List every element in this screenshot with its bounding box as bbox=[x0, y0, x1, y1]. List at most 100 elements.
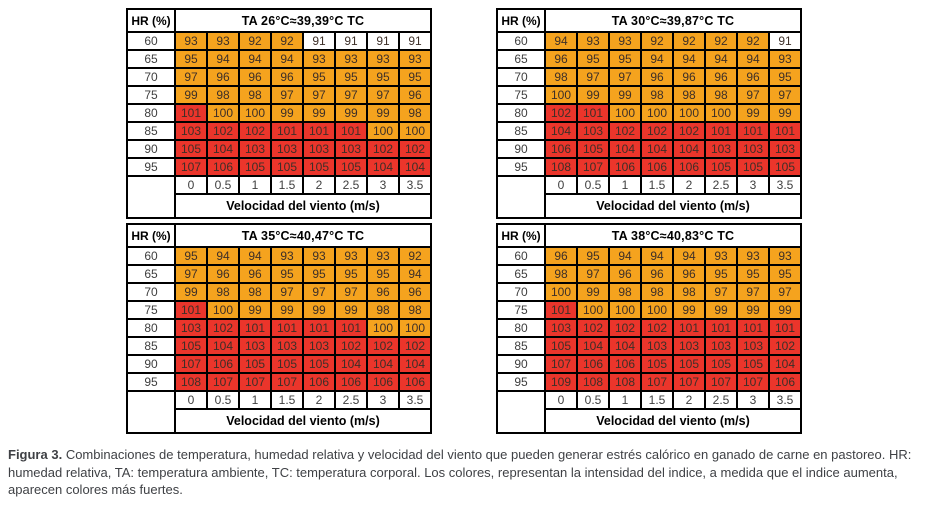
value-cell: 102 bbox=[576, 318, 610, 338]
value-cell: 103 bbox=[302, 336, 336, 356]
table-row: 85 103 102 102 101 101 101 100 100 bbox=[126, 121, 432, 141]
table-row: 75 101 100 100 100 99 99 99 99 bbox=[496, 300, 802, 320]
value-cell: 99 bbox=[608, 85, 642, 105]
table-row: 95 109 108 108 107 107 107 107 106 bbox=[496, 372, 802, 392]
wind-speed-cell: 3.5 bbox=[768, 175, 802, 195]
value-cell: 97 bbox=[174, 264, 208, 284]
table-title: TA 26°C≈39,39°C TC bbox=[174, 8, 432, 33]
hr-value-cell: 70 bbox=[126, 67, 176, 87]
value-cell: 93 bbox=[334, 246, 368, 266]
wind-speed-cell: 3.5 bbox=[398, 175, 432, 195]
value-cell: 93 bbox=[174, 31, 208, 51]
table-row: 95 107 106 105 105 105 105 104 104 bbox=[126, 157, 432, 177]
value-cell: 100 bbox=[608, 103, 642, 123]
value-cell: 106 bbox=[544, 139, 578, 159]
wind-speed-row: 0 0.5 1 1.5 2 2.5 3 3.5 bbox=[126, 175, 432, 219]
value-cell: 100 bbox=[672, 103, 706, 123]
hr-value-cell: 90 bbox=[126, 139, 176, 159]
value-cell: 97 bbox=[302, 85, 336, 105]
value-cell: 100 bbox=[398, 121, 432, 141]
value-cell: 103 bbox=[736, 336, 770, 356]
value-cell: 101 bbox=[270, 318, 304, 338]
table-row: 60 95 94 94 93 93 93 93 92 bbox=[126, 246, 432, 266]
value-cell: 93 bbox=[768, 49, 802, 69]
hr-value-cell: 80 bbox=[126, 318, 176, 338]
value-cell: 106 bbox=[640, 157, 674, 177]
value-cell: 97 bbox=[576, 264, 610, 284]
value-cell: 100 bbox=[544, 282, 578, 302]
value-cell: 97 bbox=[174, 67, 208, 87]
value-cell: 102 bbox=[206, 121, 240, 141]
value-cell: 105 bbox=[704, 157, 738, 177]
value-cell: 100 bbox=[366, 318, 400, 338]
value-cell: 108 bbox=[608, 372, 642, 392]
value-cell: 94 bbox=[544, 31, 578, 51]
value-cell: 101 bbox=[736, 121, 770, 141]
value-cell: 101 bbox=[704, 318, 738, 338]
value-cell: 104 bbox=[398, 354, 432, 374]
value-cell: 101 bbox=[302, 318, 336, 338]
value-cell: 102 bbox=[672, 121, 706, 141]
wind-speed-cell: 3.5 bbox=[768, 390, 802, 410]
value-cell: 103 bbox=[238, 139, 272, 159]
value-cell: 104 bbox=[768, 354, 802, 374]
hr-column-header: HR (%) bbox=[496, 8, 546, 33]
value-cell: 102 bbox=[608, 121, 642, 141]
value-cell: 91 bbox=[334, 31, 368, 51]
wind-speed-cell: 3.5 bbox=[398, 390, 432, 410]
value-cell: 105 bbox=[238, 354, 272, 374]
wind-speed-cell: 1 bbox=[608, 390, 642, 410]
value-cell: 94 bbox=[640, 246, 674, 266]
value-cell: 100 bbox=[544, 85, 578, 105]
wind-speed-cell: 1.5 bbox=[640, 390, 674, 410]
value-cell: 91 bbox=[768, 31, 802, 51]
value-cell: 96 bbox=[736, 67, 770, 87]
wind-speed-cell: 0 bbox=[174, 390, 208, 410]
heat-index-table-ta30: HR (%) TA 30°C≈39,87°C TC 60 94 93 93 92 92 92 92… bbox=[496, 8, 802, 219]
value-cell: 95 bbox=[174, 246, 208, 266]
value-cell: 98 bbox=[238, 85, 272, 105]
value-cell: 106 bbox=[576, 354, 610, 374]
value-cell: 106 bbox=[608, 157, 642, 177]
value-cell: 100 bbox=[704, 103, 738, 123]
wind-axis-label: Velocidad del viento (m/s) bbox=[544, 193, 802, 219]
value-cell: 96 bbox=[640, 264, 674, 284]
hr-value-cell: 65 bbox=[496, 264, 546, 284]
wind-speed-row: 0 0.5 1 1.5 2 2.5 3 3.5 bbox=[126, 390, 432, 434]
value-cell: 104 bbox=[608, 139, 642, 159]
hr-value-cell: 75 bbox=[496, 85, 546, 105]
value-cell: 105 bbox=[768, 157, 802, 177]
value-cell: 102 bbox=[366, 139, 400, 159]
value-cell: 100 bbox=[608, 300, 642, 320]
value-cell: 101 bbox=[704, 121, 738, 141]
hr-column-header: HR (%) bbox=[126, 8, 176, 33]
value-cell: 94 bbox=[206, 49, 240, 69]
value-cell: 97 bbox=[736, 85, 770, 105]
table-row: 75 100 99 99 98 98 98 97 97 bbox=[496, 85, 802, 105]
value-cell: 104 bbox=[608, 336, 642, 356]
value-cell: 96 bbox=[270, 67, 304, 87]
hr-value-cell: 60 bbox=[126, 31, 176, 51]
value-cell: 109 bbox=[544, 372, 578, 392]
value-cell: 103 bbox=[174, 121, 208, 141]
table-header-row: HR (%) TA 35°C≈40,47°C TC bbox=[126, 223, 432, 248]
table-row: 80 103 102 102 102 101 101 101 101 bbox=[496, 318, 802, 338]
value-cell: 97 bbox=[736, 282, 770, 302]
value-cell: 97 bbox=[768, 282, 802, 302]
hr-value-cell: 65 bbox=[496, 49, 546, 69]
hr-value-cell: 70 bbox=[126, 282, 176, 302]
value-cell: 106 bbox=[398, 372, 432, 392]
wind-speed-cell: 3 bbox=[366, 390, 400, 410]
table-row: 80 103 102 101 101 101 101 100 100 bbox=[126, 318, 432, 338]
value-cell: 96 bbox=[238, 67, 272, 87]
hr-value-cell: 75 bbox=[126, 85, 176, 105]
hr-value-cell: 95 bbox=[126, 372, 176, 392]
value-cell: 106 bbox=[206, 354, 240, 374]
value-cell: 105 bbox=[640, 354, 674, 374]
value-cell: 97 bbox=[270, 282, 304, 302]
hr-column-header: HR (%) bbox=[126, 223, 176, 248]
value-cell: 108 bbox=[576, 372, 610, 392]
value-cell: 99 bbox=[366, 103, 400, 123]
value-cell: 93 bbox=[768, 246, 802, 266]
value-cell: 99 bbox=[768, 300, 802, 320]
